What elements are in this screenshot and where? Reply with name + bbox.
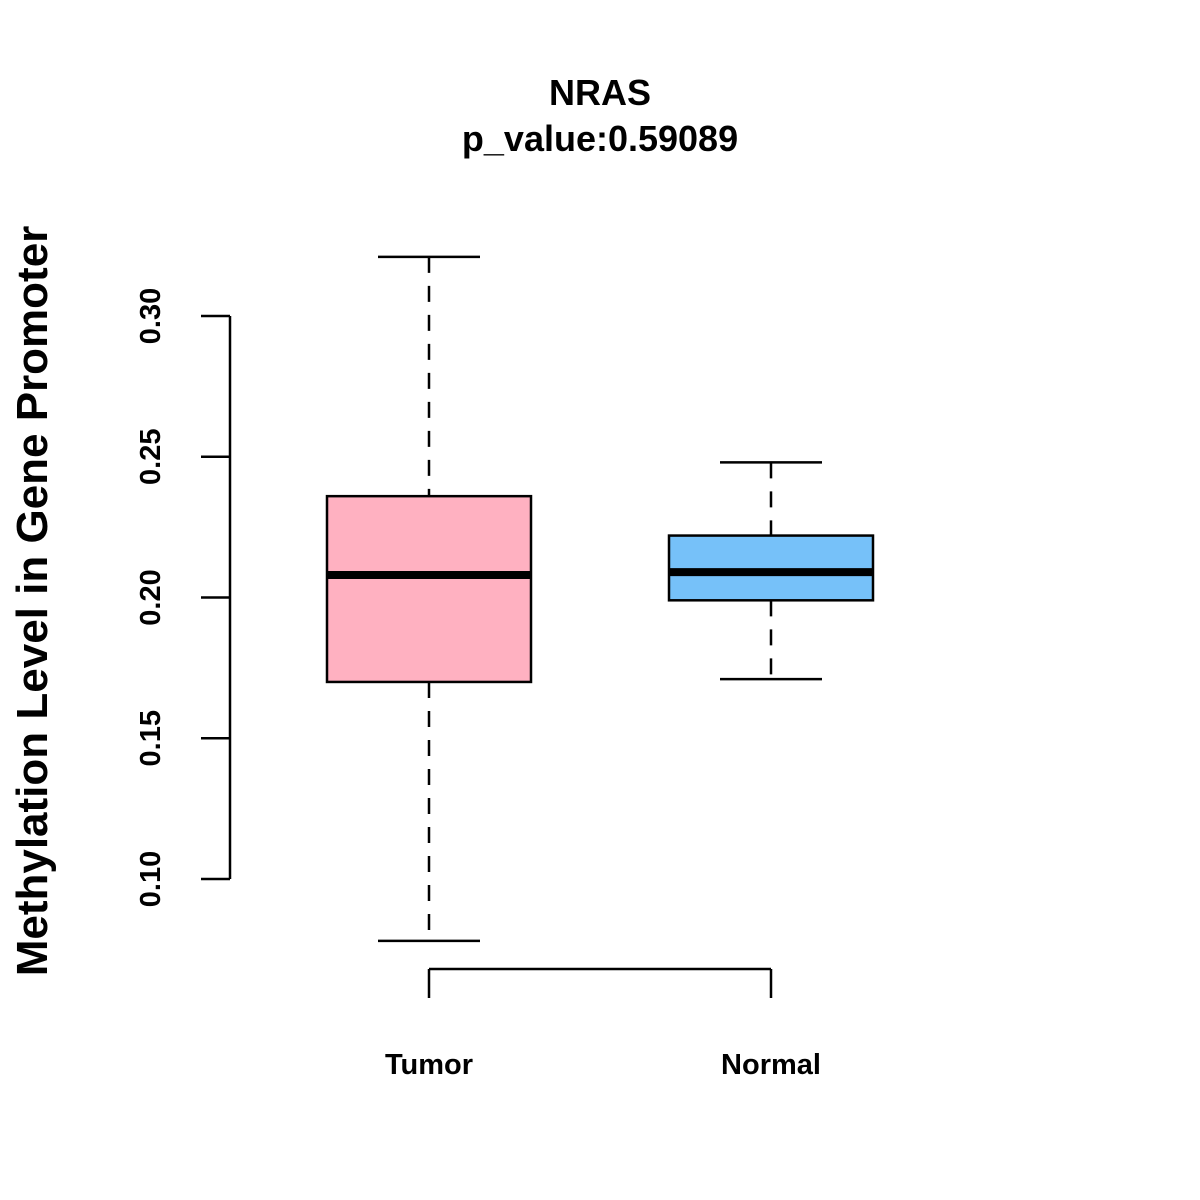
x-axis: Tumor Normal	[385, 967, 821, 1081]
box-group-normal	[667, 461, 875, 681]
y-tick-label: 0.30	[135, 288, 167, 344]
box-groups	[325, 255, 875, 943]
y-tick-label: 0.15	[135, 710, 167, 766]
chart-subtitle: p_value:0.59089	[462, 118, 738, 159]
y-axis: 0.10 0.15 0.20 0.25 0.30	[135, 288, 232, 907]
box-group-tumor	[325, 255, 533, 943]
y-tick-label: 0.20	[135, 569, 167, 625]
box-iqr	[325, 494, 533, 684]
box-iqr	[667, 534, 875, 602]
chart-title: NRAS	[549, 72, 651, 113]
y-tick-label: 0.10	[135, 851, 167, 907]
y-tick-label: 0.25	[135, 429, 167, 485]
x-tick-label: Normal	[721, 1049, 821, 1081]
y-axis-label: Methylation Level in Gene Promoter	[8, 226, 57, 977]
x-tick-label: Tumor	[385, 1049, 473, 1081]
